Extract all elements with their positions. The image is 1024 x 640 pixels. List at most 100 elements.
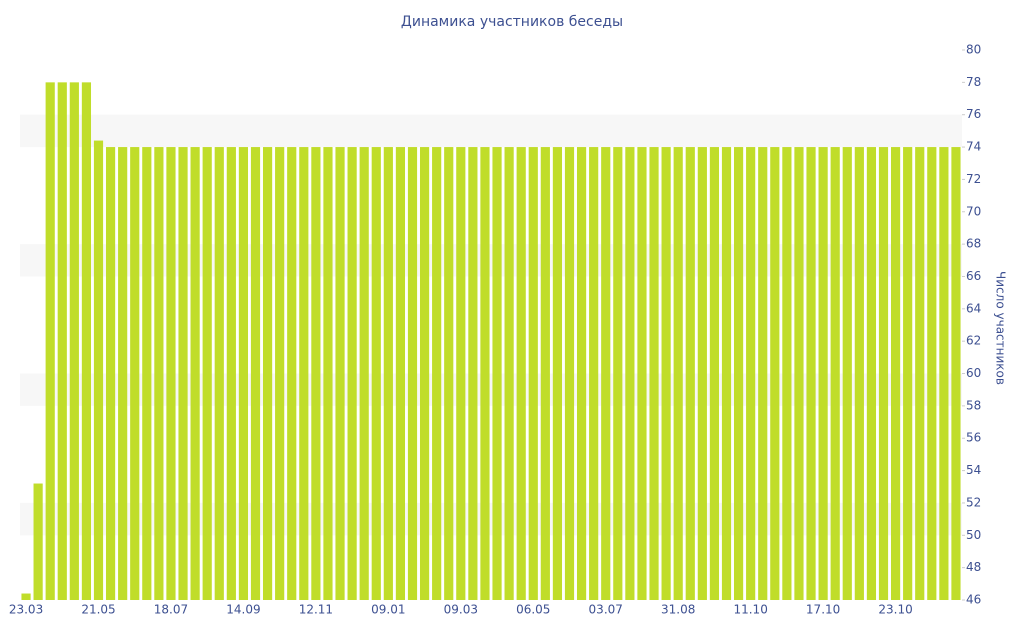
bar [250,147,261,600]
bar [613,147,623,600]
bar [214,147,224,600]
bar [371,147,381,600]
x-tick-label: 09.01 [371,603,405,617]
background-band [20,114,962,148]
bar [178,147,188,600]
bar [311,147,321,600]
bar [842,147,852,600]
bar [407,147,418,600]
bar [262,147,273,600]
bar [287,147,297,600]
bar [118,147,128,600]
bar [57,82,67,600]
bar [395,147,406,600]
bar [552,147,563,600]
bar [625,147,635,600]
x-tick-label: 11.10 [733,603,767,617]
bar [697,147,707,600]
x-tick-label: 31.08 [661,603,695,617]
x-tick-label: 03.07 [589,603,623,617]
x-tick-label: 23.03 [9,603,43,617]
bar [69,82,79,600]
bar [93,140,104,600]
bar [516,147,526,600]
chart-title: Динамика участников беседы [401,14,623,30]
y-tick-label: 60 [966,366,981,380]
bar [238,147,249,600]
bar [226,147,236,600]
bar [709,147,720,600]
x-tick-label: 21.05 [81,603,115,617]
bar [601,147,611,600]
bar [142,147,152,600]
bar [202,147,212,600]
bar [818,147,828,600]
bar [758,147,768,600]
bar [359,147,369,600]
bar [746,147,756,600]
bar [806,147,816,600]
bar [951,147,961,600]
y-tick-label: 70 [966,204,981,218]
bar [854,147,864,600]
y-tick-label: 76 [966,107,981,121]
bar [335,147,345,600]
x-tick-label: 09.03 [444,603,478,617]
bar [419,147,430,600]
y-tick-label: 58 [966,398,981,412]
bar [190,147,200,600]
bar [721,147,732,600]
bar [456,147,466,600]
bar [733,147,744,600]
bar [866,147,877,600]
y-axis-label: Число участников [994,271,1008,385]
bar [323,147,333,600]
bar [782,147,792,600]
y-tick-label: 66 [966,269,981,283]
y-tick-label: 56 [966,431,981,445]
y-tick-label: 78 [966,75,981,89]
bar [878,147,889,600]
bar [637,147,647,600]
y-tick-label: 74 [966,140,981,154]
bar [45,82,55,600]
bar [890,147,901,600]
y-tick-label: 68 [966,237,981,251]
bar [661,147,671,600]
bar [130,147,140,600]
background-band [20,373,962,406]
bar [480,147,490,600]
bar [299,147,309,600]
bar [444,147,454,600]
bar [347,147,357,600]
background-band [20,502,962,536]
bar [540,147,550,600]
bar [903,147,913,600]
bar [275,147,285,600]
bar [794,147,804,600]
y-tick-label: 62 [966,334,981,348]
x-tick-label: 23.10 [878,603,912,617]
y-tick-label: 46 [966,593,981,607]
y-tick-label: 64 [966,301,981,315]
bar [589,147,599,600]
x-tick-label: 18.07 [154,603,188,617]
bar [528,147,538,600]
bar [649,147,659,600]
bar [939,147,949,600]
background-band [20,244,962,277]
bar [154,147,164,600]
x-tick-label: 14.09 [226,603,260,617]
y-tick-label: 72 [966,172,981,186]
x-tick-label: 06.05 [516,603,550,617]
y-tick-label: 50 [966,528,981,542]
bar [927,147,937,600]
bar [576,147,587,600]
bar [673,147,683,600]
x-tick-label: 17.10 [806,603,840,617]
bar [21,593,31,600]
bar [915,147,925,600]
bar [383,147,393,600]
bar [468,147,478,600]
